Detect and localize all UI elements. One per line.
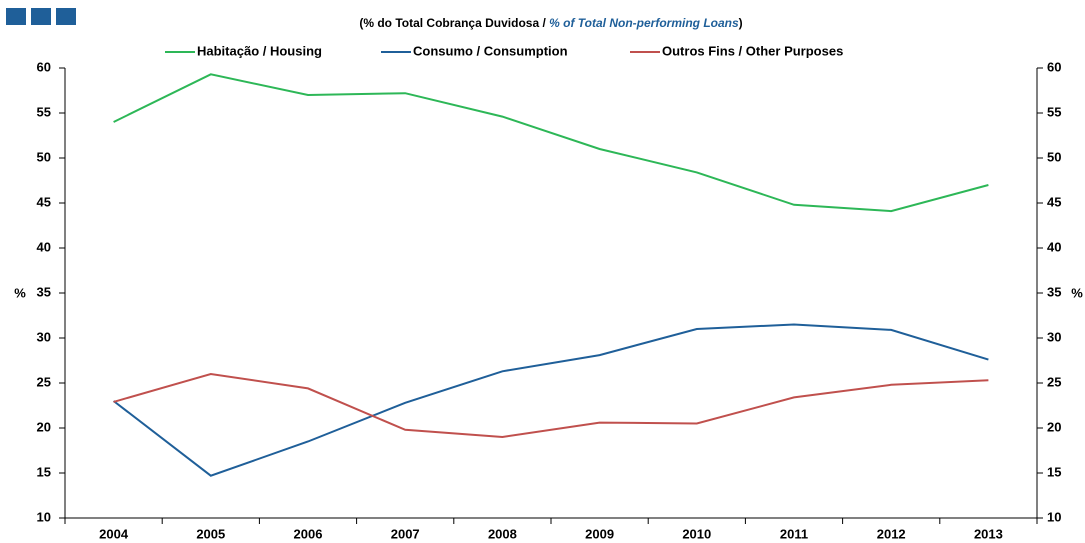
y2-tick-label: 50 [1047, 149, 1061, 164]
legend-label: Outros Fins / Other Purposes [662, 43, 843, 58]
x-tick-label: 2005 [196, 526, 225, 541]
y-tick-label: 35 [37, 284, 51, 299]
x-tick-label: 2004 [99, 526, 129, 541]
y2-tick-label: 25 [1047, 374, 1061, 389]
y-tick-label: 60 [37, 59, 51, 74]
y-tick-label: 30 [37, 329, 51, 344]
x-tick-label: 2013 [974, 526, 1003, 541]
y2-tick-label: 60 [1047, 59, 1061, 74]
subtitle: (% do Total Cobrança Duvidosa / % of Tot… [359, 16, 742, 30]
y-tick-label: 25 [37, 374, 51, 389]
y2-tick-label: 30 [1047, 329, 1061, 344]
x-tick-label: 2010 [682, 526, 711, 541]
logo-square [6, 8, 26, 25]
logo-square [56, 8, 76, 25]
series-line [113, 372, 989, 439]
subtitle-en: % of Total Non-performing Loans [549, 16, 739, 30]
subtitle-pt: (% do Total Cobrança Duvidosa / [359, 16, 549, 30]
y2-tick-label: 10 [1047, 509, 1061, 524]
y-tick-label: 50 [37, 149, 51, 164]
y2-tick-label: 45 [1047, 194, 1061, 209]
y2-tick-label: 35 [1047, 284, 1061, 299]
logo-square [31, 8, 51, 25]
y-tick-label: 20 [37, 419, 51, 434]
subtitle-end: ) [739, 16, 743, 30]
y2-tick-label: 55 [1047, 104, 1061, 119]
y2-axis-label: % [1071, 285, 1083, 300]
series-line [113, 73, 989, 213]
x-tick-label: 2008 [488, 526, 517, 541]
y-tick-label: 40 [37, 239, 51, 254]
series-line [112, 323, 989, 477]
y2-tick-label: 20 [1047, 419, 1061, 434]
y-tick-label: 15 [37, 464, 51, 479]
y2-tick-label: 15 [1047, 464, 1061, 479]
legend-label: Habitação / Housing [197, 43, 322, 58]
x-tick-label: 2006 [294, 526, 323, 541]
x-tick-label: 2007 [391, 526, 420, 541]
y2-tick-label: 40 [1047, 239, 1061, 254]
x-tick-label: 2012 [877, 526, 906, 541]
y-tick-label: 55 [37, 104, 51, 119]
y-tick-label: 10 [37, 509, 51, 524]
legend-label: Consumo / Consumption [413, 43, 568, 58]
x-tick-label: 2011 [780, 526, 808, 541]
y-axis-label: % [14, 285, 26, 300]
y-tick-label: 45 [37, 194, 51, 209]
x-tick-label: 2009 [585, 526, 614, 541]
